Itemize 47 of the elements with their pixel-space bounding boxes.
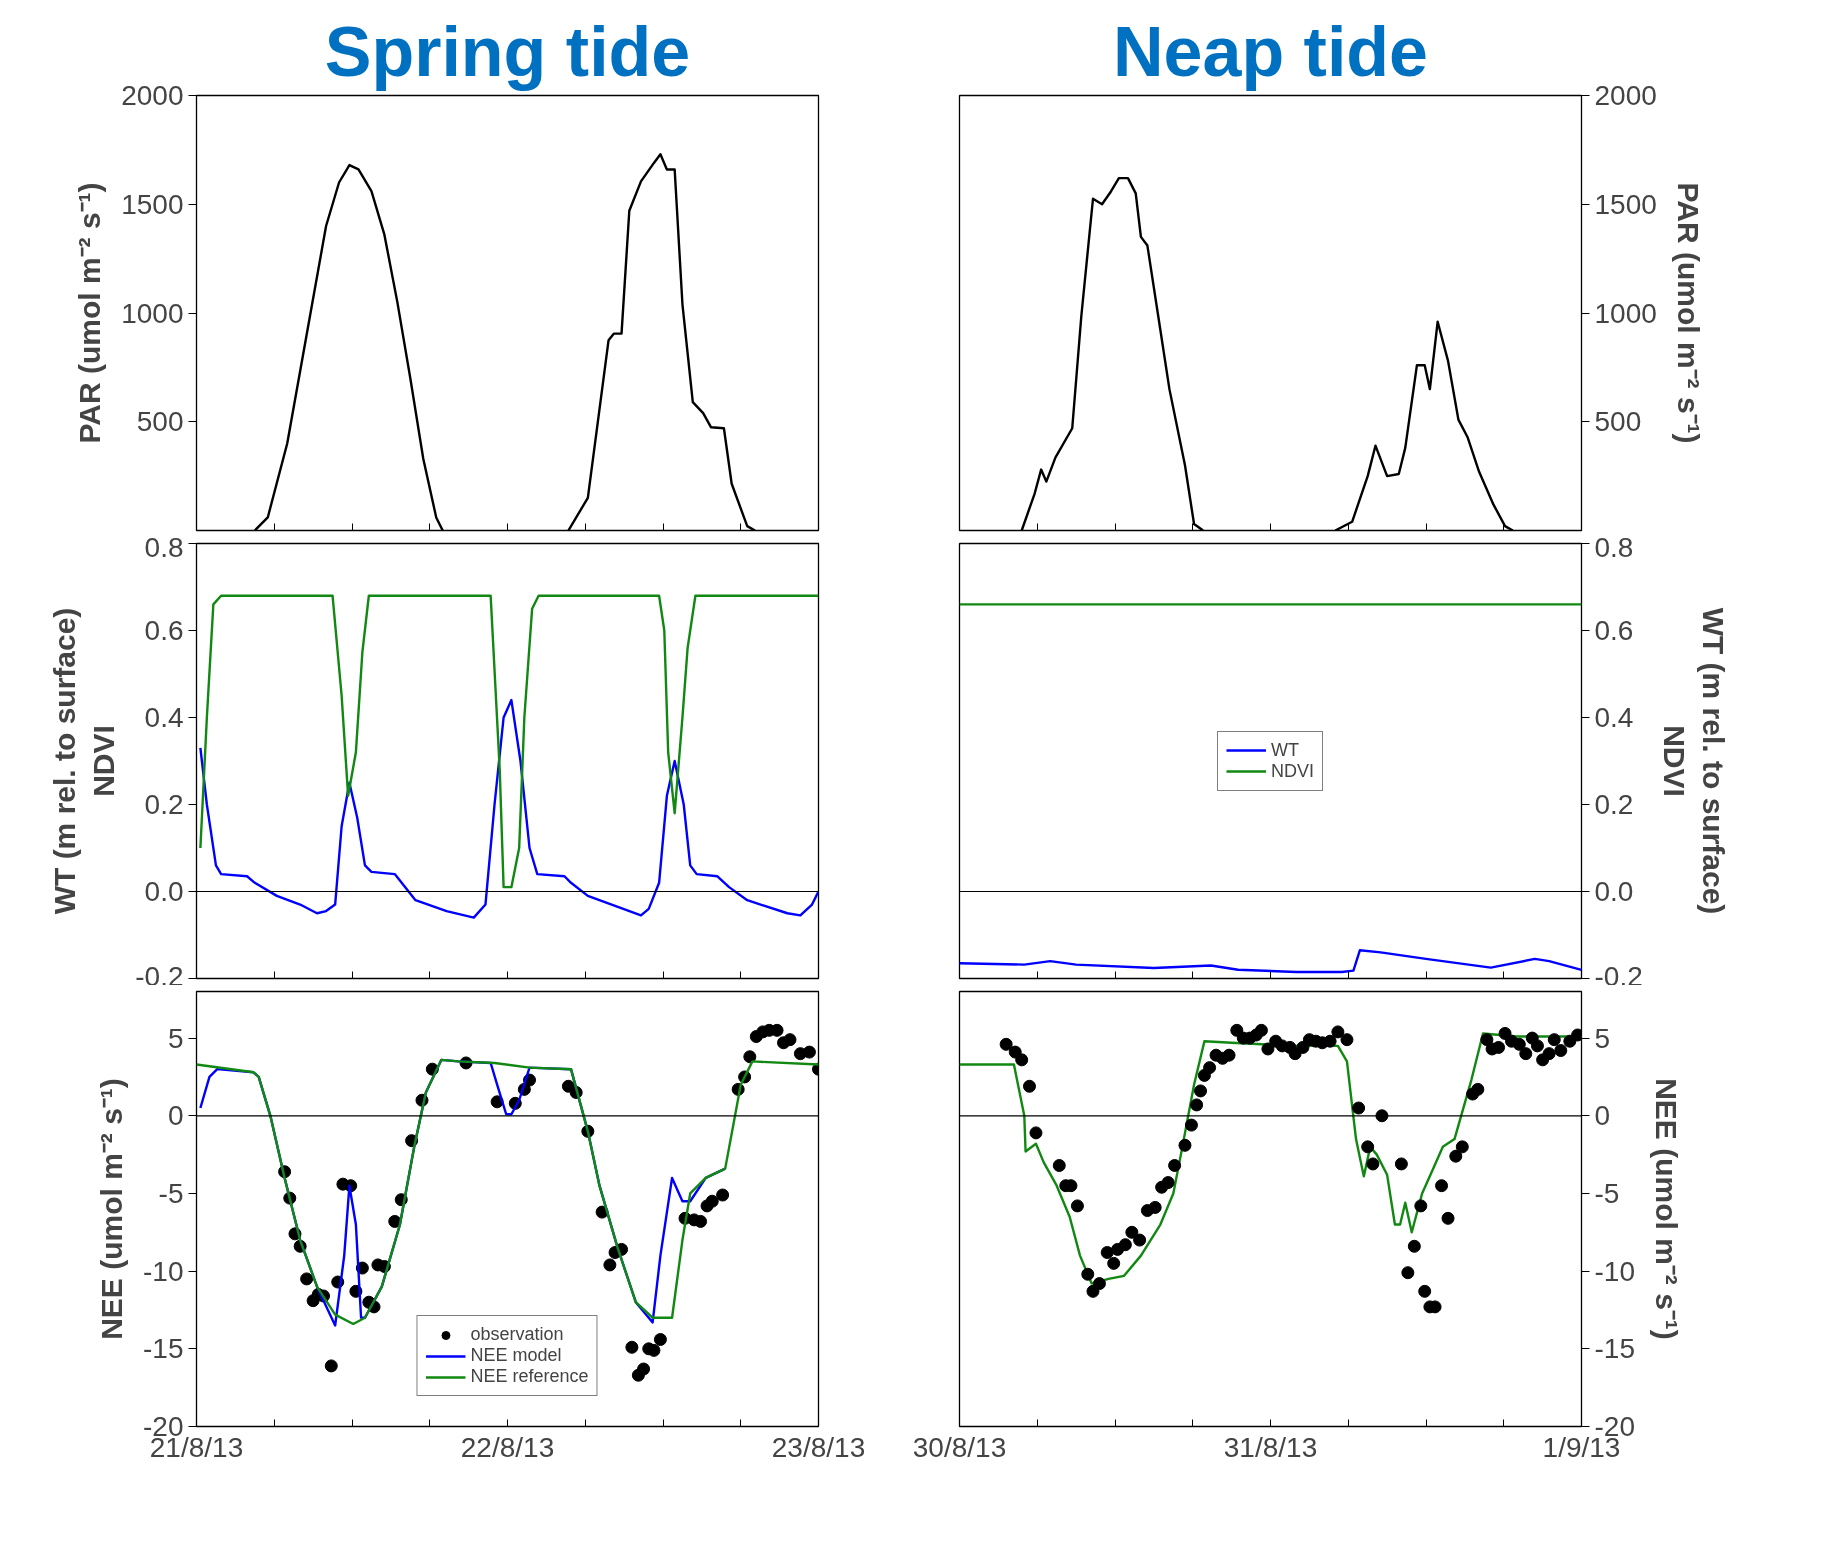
x-tick-label: 31/8/13 [1223, 1431, 1318, 1463]
y2-tick-label: 0.6 [1594, 615, 1634, 646]
y2-axis-title: PAR (umol m⁻² s⁻¹) [1671, 182, 1705, 444]
y2-tick-label: 0.8 [1594, 531, 1634, 563]
y-tick-label: 500 [136, 406, 184, 438]
y-tick-label: 1500 [121, 188, 184, 220]
y-tick-label: -15 [143, 1333, 184, 1365]
y-tick-label: 2000 [121, 80, 184, 111]
y-axis-title: NEE (umol m⁻² s⁻¹) [95, 1078, 129, 1340]
y2-tick-label: 0.2 [1594, 789, 1634, 820]
y-axis-title: WT (m rel. to surface) NDVI [47, 607, 121, 915]
y2-tick-label: 0 [1594, 1100, 1611, 1132]
y-tick-label: 5 [167, 1022, 184, 1054]
y2-tick-label: 500 [1594, 406, 1642, 438]
y-tick-label: 0.2 [144, 789, 184, 820]
y2-tick-label: 2000 [1594, 80, 1657, 111]
y2-tick-label: 0.0 [1594, 876, 1634, 907]
y2-tick-label: -15 [1594, 1333, 1635, 1365]
y-tick-label: -10 [143, 1255, 184, 1287]
legend-label: observation [470, 1324, 564, 1345]
y-tick-label: 0.6 [144, 615, 184, 646]
chart-title: Spring tide [324, 12, 691, 91]
y-tick-label: 0.4 [144, 702, 184, 733]
legend-label: WT [1270, 739, 1299, 761]
y2-tick-label: 0.4 [1594, 702, 1634, 733]
x-tick-label: 22/8/13 [460, 1431, 555, 1463]
y-tick-label: 0.0 [144, 876, 184, 907]
y2-axis-title: WT (m rel. to surface) NDVI [1657, 607, 1731, 915]
legend-label: NEE model [470, 1345, 562, 1366]
y2-tick-label: -0.2 [1594, 960, 1643, 992]
y2-tick-label: 1000 [1594, 297, 1657, 329]
y-tick-label: 0.8 [144, 531, 184, 563]
y2-tick-label: -10 [1594, 1255, 1635, 1287]
y-axis-title: PAR (umol m⁻² s⁻¹) [73, 182, 107, 444]
y-tick-label: -5 [158, 1177, 184, 1209]
y-tick-label: 1000 [121, 297, 184, 329]
y-tick-label: -0.2 [135, 960, 184, 992]
legend-label: NDVI [1270, 760, 1315, 782]
y2-tick-label: -5 [1594, 1177, 1620, 1209]
legend-label: NEE reference [470, 1366, 589, 1387]
y2-axis-title: NEE (umol m⁻² s⁻¹) [1649, 1078, 1683, 1340]
x-tick-label: 30/8/13 [912, 1431, 1007, 1463]
y-tick-label: 0 [167, 1100, 184, 1132]
x-tick-label: 23/8/13 [771, 1431, 866, 1463]
chart-title: Neap tide [1112, 12, 1429, 91]
y2-tick-label: 1500 [1594, 188, 1657, 220]
y2-tick-label: 5 [1594, 1022, 1611, 1054]
